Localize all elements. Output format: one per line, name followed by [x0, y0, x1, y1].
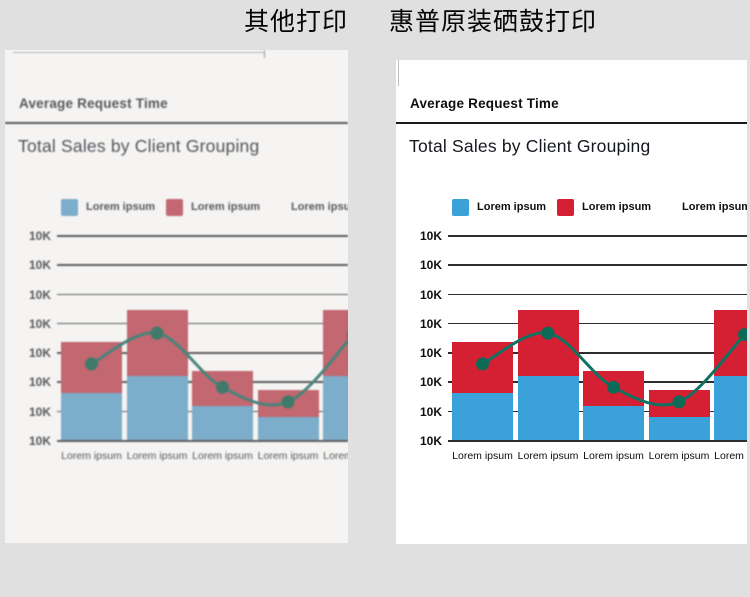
- x-axis-category-label: Lorem ipsum: [192, 450, 253, 462]
- legend-item-red: Lorem ipsum: [166, 198, 260, 216]
- bar-blue-segment: [323, 375, 348, 440]
- legend-swatch-blue: [61, 198, 78, 216]
- bar-blue-segment: [648, 416, 710, 440]
- chart-legend: Lorem ipsum Lorem ipsum Lorem ipsum: [5, 198, 348, 216]
- gridline: [448, 293, 747, 296]
- y-axis-tick-label: 10K: [28, 346, 51, 361]
- y-axis-tick-label: 10K: [419, 316, 442, 331]
- gridline: [57, 235, 348, 237]
- x-axis-category-label: Lorem ipsum: [61, 450, 122, 462]
- y-axis-tick-label: 10K: [28, 316, 51, 331]
- header-label-hp-original-print: 惠普原装硒鼓打印: [389, 8, 598, 36]
- bar-red-segment: [517, 309, 579, 376]
- legend-label: Lorem ipsum: [291, 201, 348, 213]
- header-label-other-print: 其他打印: [243, 8, 348, 36]
- gridline: [448, 322, 747, 325]
- bar-blue-segment: [583, 406, 644, 440]
- y-axis-tick-label: 10K: [419, 229, 442, 243]
- y-axis-tick-label: 10K: [28, 258, 51, 273]
- x-axis-category-label: Lorem ipsum: [126, 450, 188, 462]
- y-axis-tick-label: 10K: [28, 375, 51, 390]
- cropped-row-tick: [264, 50, 265, 58]
- cropped-row-divider: [13, 50, 265, 58]
- bar-blue-segment: [452, 393, 513, 440]
- chart-legend: Lorem ipsum Lorem ipsum Lorem ipsum: [396, 198, 747, 216]
- y-axis-tick-label: 10K: [28, 404, 51, 419]
- legend-item-red: Lorem ipsum: [557, 198, 651, 216]
- y-axis-tick-label: 10K: [28, 229, 51, 243]
- y-axis-tick-label: 10K: [419, 346, 442, 361]
- chart-title: Total Sales by Client Grouping: [409, 136, 651, 156]
- x-axis-category-label: Lorem ipsum: [452, 450, 513, 462]
- gridline: [57, 440, 348, 442]
- legend-swatch-blue: [452, 198, 469, 216]
- bar-blue-segment: [126, 375, 188, 440]
- line-marker: [85, 357, 98, 371]
- y-axis-tick-label: 10K: [419, 258, 442, 273]
- gridline: [57, 264, 348, 266]
- line-marker: [476, 357, 489, 371]
- y-axis-tick-label: 10K: [419, 287, 442, 302]
- gridline: [448, 235, 747, 237]
- print-sample-hp-original: Average Request Time Total Sales by Clie…: [396, 60, 747, 544]
- x-axis-category-label: Lorem ipsum: [323, 450, 348, 462]
- line-marker: [738, 328, 747, 342]
- cropped-left-edge-line: [398, 60, 399, 86]
- trend-line: [476, 326, 747, 409]
- bar-blue-segment: [257, 416, 319, 440]
- legend-swatch-red: [557, 198, 574, 216]
- gridline: [57, 322, 348, 325]
- x-axis-category-label: Lorem ipsum: [517, 450, 579, 462]
- gridline: [57, 293, 348, 296]
- legend-label: Lorem ipsum: [682, 201, 747, 213]
- line-marker: [541, 326, 555, 340]
- doc-divider: [5, 122, 348, 124]
- trend-line: [85, 326, 348, 409]
- legend-label: Lorem ipsum: [582, 201, 652, 213]
- legend-item-line: Lorem ipsum: [291, 198, 348, 216]
- doc-title: Average Request Time: [19, 96, 168, 111]
- doc-divider: [396, 122, 747, 124]
- legend-label: Lorem ipsum: [191, 201, 261, 213]
- gridline: [448, 440, 747, 442]
- line-marker: [347, 331, 348, 339]
- gridline: [448, 264, 747, 266]
- bar-blue-segment: [517, 375, 579, 440]
- stacked-bar-line-chart: 10K 10K 10K 10K 10K 10K 10K 10K Lorem ipsum Lorem…: [396, 60, 747, 544]
- line-marker: [150, 326, 164, 340]
- x-axis-category-label: Lorem ipsum: [583, 450, 644, 462]
- legend-label: Lorem ipsum: [86, 201, 156, 213]
- x-axis-category-label: Lorem ipsum: [648, 450, 710, 462]
- y-axis-tick-label: 10K: [28, 434, 51, 448]
- legend-swatch-red: [166, 198, 183, 216]
- stacked-bar-line-chart: 10K 10K 10K 10K 10K 10K 10K 10K Lorem ipsum Lorem…: [5, 60, 348, 543]
- bar-blue-segment: [714, 375, 747, 440]
- x-axis-category-label: Lorem ipsum: [257, 450, 319, 462]
- y-axis-tick-label: 10K: [419, 375, 442, 390]
- x-axis-category-label: Lorem ipsum: [714, 450, 747, 462]
- print-sample-other: Average Request Time Total Sales by Clie…: [5, 50, 348, 543]
- line-marker: [607, 380, 620, 394]
- doc-title: Average Request Time: [410, 96, 559, 111]
- line-marker: [281, 395, 295, 409]
- y-axis-tick-label: 10K: [28, 287, 51, 302]
- legend-item-blue: Lorem ipsum: [61, 198, 155, 216]
- bar-blue-segment: [192, 406, 253, 440]
- legend-item-blue: Lorem ipsum: [452, 198, 546, 216]
- bar-red-segment: [126, 309, 188, 376]
- gridline: [57, 352, 348, 354]
- legend-item-line: Lorem ipsum: [682, 198, 747, 216]
- legend-label: Lorem ipsum: [477, 201, 547, 213]
- chart-title: Total Sales by Client Grouping: [18, 136, 260, 156]
- bar-blue-segment: [61, 393, 122, 440]
- gridline: [448, 352, 747, 354]
- y-axis-tick-label: 10K: [419, 434, 442, 448]
- line-marker: [672, 395, 686, 409]
- y-axis-tick-label: 10K: [419, 404, 442, 419]
- line-marker: [216, 380, 229, 394]
